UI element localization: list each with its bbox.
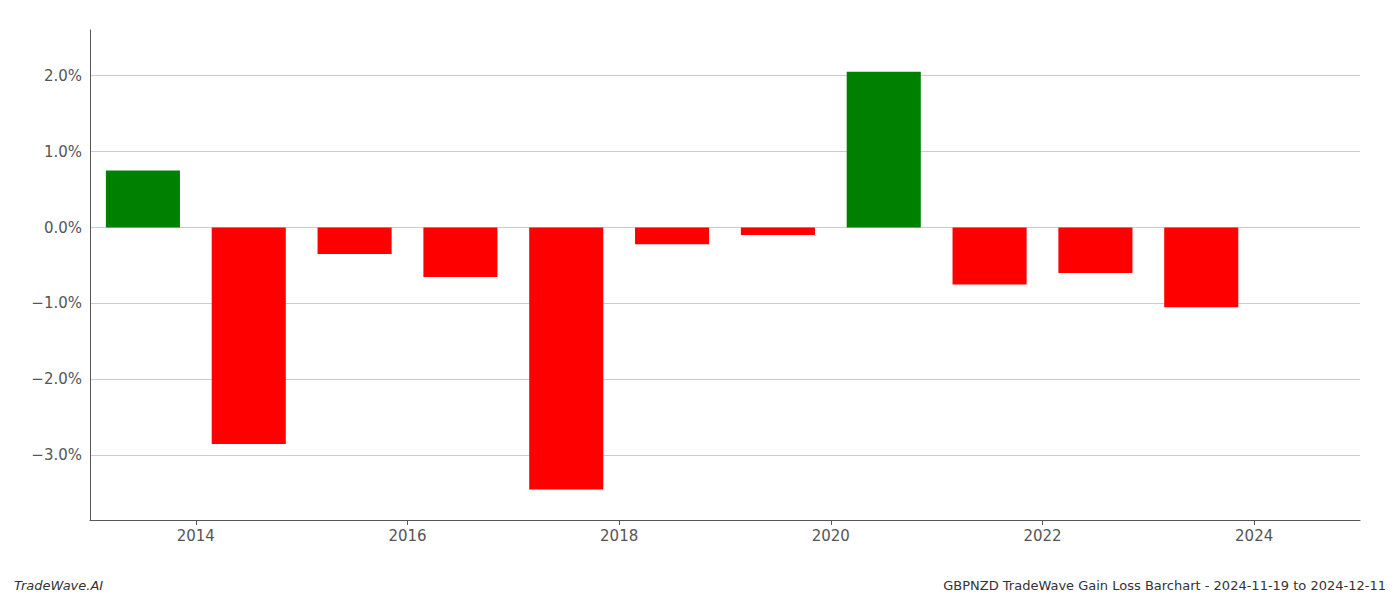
svg-text:2020: 2020 (812, 527, 850, 545)
svg-text:−3.0%: −3.0% (31, 446, 82, 464)
svg-text:2.0%: 2.0% (44, 67, 82, 85)
svg-text:2022: 2022 (1023, 527, 1061, 545)
svg-text:2018: 2018 (600, 527, 638, 545)
svg-text:1.0%: 1.0% (44, 143, 82, 161)
svg-text:0.0%: 0.0% (44, 219, 82, 237)
svg-text:2016: 2016 (388, 527, 426, 545)
svg-text:2024: 2024 (1235, 527, 1273, 545)
svg-text:TradeWave.AI: TradeWave.AI (14, 578, 103, 593)
svg-text:2014: 2014 (177, 527, 215, 545)
svg-text:GBPNZD TradeWave Gain Loss Bar: GBPNZD TradeWave Gain Loss Barchart - 20… (943, 578, 1386, 593)
svg-text:−2.0%: −2.0% (31, 370, 82, 388)
svg-text:−1.0%: −1.0% (31, 294, 82, 312)
